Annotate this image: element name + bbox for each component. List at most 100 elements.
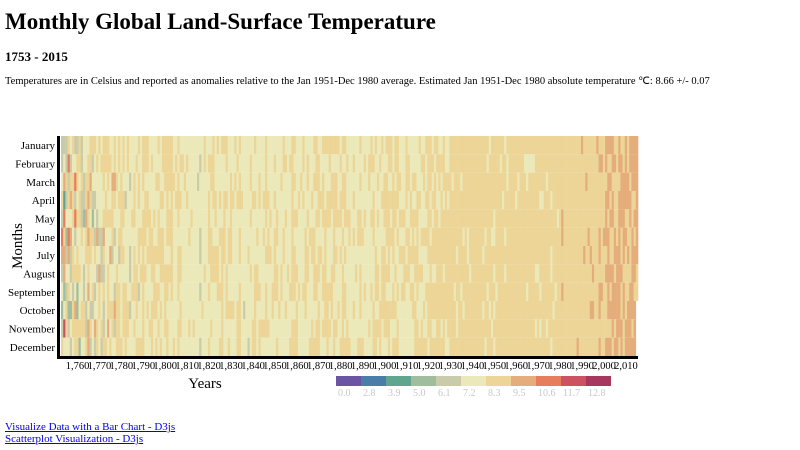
heatmap-cell bbox=[221, 246, 224, 265]
heatmap-cell bbox=[254, 136, 257, 155]
heatmap-cell bbox=[548, 246, 551, 265]
heatmap-cell bbox=[65, 154, 68, 173]
heatmap-cell bbox=[530, 246, 533, 265]
heatmap-cell bbox=[258, 136, 261, 155]
heatmap-cell bbox=[528, 301, 531, 320]
heatmap-cell bbox=[188, 301, 191, 320]
heatmap-cell bbox=[484, 209, 487, 228]
heatmap-cell bbox=[609, 282, 612, 301]
heatmap-cell bbox=[506, 209, 509, 228]
heatmap-cell bbox=[385, 136, 389, 155]
heatmap-cell bbox=[302, 191, 305, 210]
heatmap-cell bbox=[403, 264, 406, 283]
heatmap-cell bbox=[545, 227, 549, 246]
heatmap-cell bbox=[335, 319, 338, 338]
heatmap-cell bbox=[591, 282, 595, 301]
heatmap-cell bbox=[170, 191, 174, 210]
heatmap-cell bbox=[289, 301, 292, 320]
heatmap-cell bbox=[576, 246, 580, 265]
heatmap-cell bbox=[453, 246, 457, 265]
heatmap-cell bbox=[243, 136, 246, 155]
heatmap-cell bbox=[80, 172, 84, 191]
heatmap-cell bbox=[379, 154, 382, 173]
heatmap-cell bbox=[234, 282, 237, 301]
heatmap-cell bbox=[624, 246, 628, 265]
heatmap-cell bbox=[550, 264, 553, 283]
heatmap-cell bbox=[578, 136, 582, 155]
heatmap-cell bbox=[616, 282, 619, 301]
bar-chart-link[interactable]: Visualize Data with a Bar Chart - D3js bbox=[5, 421, 176, 433]
heatmap-cell bbox=[216, 282, 220, 301]
heatmap-cell bbox=[539, 154, 542, 173]
heatmap-cell bbox=[427, 319, 430, 338]
heatmap-cell bbox=[229, 191, 233, 210]
heatmap-cell bbox=[401, 319, 404, 338]
heatmap-cell bbox=[161, 246, 165, 265]
heatmap-cell bbox=[295, 136, 299, 155]
heatmap-cell bbox=[113, 301, 117, 320]
heatmap-cell bbox=[585, 136, 588, 155]
heatmap-cell bbox=[464, 191, 468, 210]
heatmap-cell bbox=[207, 172, 211, 191]
heatmap-cell bbox=[172, 191, 176, 210]
heatmap-cell bbox=[142, 246, 145, 265]
heatmap-cell bbox=[102, 246, 106, 265]
heatmap-cell bbox=[596, 209, 599, 228]
heatmap-cell bbox=[629, 209, 632, 228]
heatmap-cell bbox=[91, 172, 95, 191]
heatmap-cell bbox=[100, 301, 103, 320]
heatmap-cell bbox=[111, 227, 114, 246]
heatmap-cell bbox=[280, 191, 283, 210]
heatmap-cell bbox=[616, 246, 619, 265]
heatmap-cell bbox=[65, 319, 68, 338]
heatmap-cell bbox=[469, 246, 472, 265]
heatmap-cell bbox=[497, 136, 501, 155]
heatmap-cell bbox=[370, 319, 373, 338]
scatterplot-link[interactable]: Scatterplot Visualization - D3js bbox=[5, 433, 144, 445]
heatmap-cell bbox=[181, 136, 185, 155]
heatmap-cell bbox=[572, 282, 575, 301]
heatmap-cell bbox=[585, 191, 588, 210]
heatmap-cell bbox=[260, 337, 264, 356]
heatmap-cell bbox=[87, 246, 90, 265]
heatmap-cell bbox=[427, 264, 430, 283]
heatmap-cell bbox=[633, 154, 637, 173]
heatmap-cell bbox=[181, 319, 185, 338]
heatmap-cell bbox=[190, 191, 193, 210]
heatmap-cell bbox=[412, 319, 415, 338]
heatmap-cell bbox=[379, 191, 382, 210]
legend-label: 6.1 bbox=[438, 388, 451, 399]
heatmap-cell bbox=[201, 191, 204, 210]
heatmap-cell bbox=[175, 136, 178, 155]
heatmap-cell bbox=[392, 191, 395, 210]
heatmap-cell bbox=[234, 191, 237, 210]
heatmap-cell bbox=[247, 319, 250, 338]
heatmap-cell bbox=[368, 319, 371, 338]
heatmap-cell bbox=[330, 282, 334, 301]
heatmap-cell bbox=[166, 154, 169, 173]
heatmap-cell bbox=[280, 337, 283, 356]
heatmap-cell bbox=[550, 191, 553, 210]
heatmap-cell bbox=[102, 282, 106, 301]
heatmap-cell bbox=[102, 191, 106, 210]
heatmap-cell bbox=[129, 264, 132, 283]
heatmap-cell bbox=[420, 264, 424, 283]
heatmap-cell bbox=[262, 301, 266, 320]
heatmap-cell bbox=[297, 136, 301, 155]
heatmap-cell bbox=[534, 172, 538, 191]
heatmap-cell bbox=[416, 246, 419, 265]
heatmap-cell bbox=[447, 227, 450, 246]
heatmap-cell bbox=[504, 191, 507, 210]
heatmap-cell bbox=[161, 337, 165, 356]
heatmap-cell bbox=[322, 319, 325, 338]
heatmap-cell bbox=[368, 246, 371, 265]
heatmap-cell bbox=[89, 301, 93, 320]
heatmap-cell bbox=[394, 191, 397, 210]
heatmap-cell bbox=[517, 246, 520, 265]
heatmap-cell bbox=[168, 191, 171, 210]
heatmap-cell bbox=[104, 301, 108, 320]
heatmap-cell bbox=[541, 301, 544, 320]
heatmap-cell bbox=[109, 227, 112, 246]
heatmap-cell bbox=[425, 172, 428, 191]
heatmap-cell bbox=[221, 301, 224, 320]
